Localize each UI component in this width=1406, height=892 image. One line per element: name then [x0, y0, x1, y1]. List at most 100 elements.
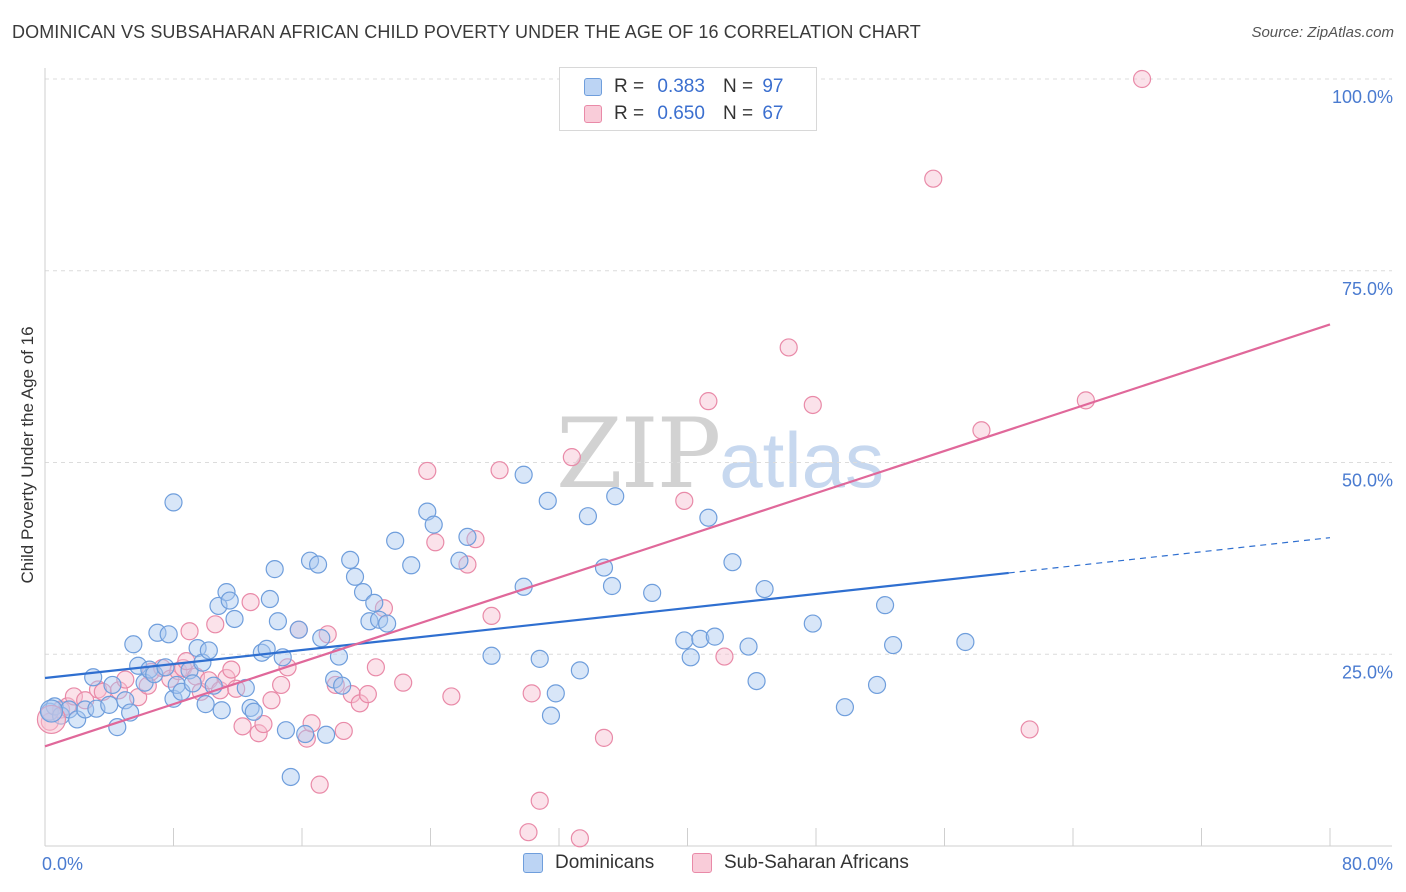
- dominican-point: [164, 493, 183, 512]
- dominican-point: [268, 612, 288, 631]
- subsaharan-point: [490, 461, 509, 480]
- subsaharan-point: [206, 615, 225, 634]
- source-label: Source: ZipAtlas.com: [1251, 24, 1394, 41]
- dominican-point: [402, 556, 421, 575]
- dominican-point: [570, 661, 589, 680]
- subsaharan-point: [442, 687, 461, 706]
- subsaharan-point: [570, 829, 589, 848]
- dominican-point: [835, 698, 855, 717]
- dominican-point: [538, 491, 557, 510]
- dominican-point: [450, 551, 469, 570]
- dominican-point: [159, 625, 178, 644]
- subsaharan-point: [394, 673, 413, 692]
- dominican-point: [530, 649, 549, 668]
- dominican-point: [378, 614, 397, 633]
- subsaharan-point: [519, 823, 538, 842]
- dominican-point: [260, 589, 279, 609]
- subsaharan-point: [1132, 69, 1152, 89]
- subsaharan-trendline: [44, 323, 1331, 748]
- dominican-point: [681, 648, 700, 667]
- dominican-point: [199, 641, 218, 660]
- dominican-point: [365, 593, 384, 612]
- dominican-point: [333, 676, 352, 695]
- subsaharan-point: [222, 660, 241, 679]
- series-label-subsaharan: Sub-Saharan Africans: [724, 852, 909, 873]
- subsaharan-point: [366, 658, 385, 677]
- watermark-atlas: atlas: [719, 416, 884, 504]
- dominican-point: [103, 675, 122, 695]
- subsaharan-point: [262, 691, 281, 710]
- dominican-point: [578, 507, 598, 526]
- dominican-point: [341, 550, 360, 570]
- subsaharan-point: [334, 721, 353, 741]
- dominican-trendline-extension: [1008, 537, 1331, 574]
- subsaharan-point: [715, 647, 734, 666]
- subsaharan-point: [358, 685, 377, 704]
- y-tick-label: 50.0%: [1342, 471, 1393, 491]
- dominican-point: [196, 695, 215, 714]
- subsaharan-point: [310, 775, 329, 794]
- dominican-point: [755, 579, 774, 599]
- dominican-trendline: [44, 571, 1009, 680]
- legend-row-dominicans: R = 0.383 N = 97: [584, 76, 783, 98]
- dominican-point: [100, 695, 119, 714]
- subsaharan-point: [803, 395, 822, 415]
- dominican-point: [424, 515, 443, 534]
- legend-r-label: R =: [614, 76, 645, 97]
- dominican-point: [386, 531, 405, 550]
- dominican-point: [312, 629, 331, 648]
- subsaharan-point: [779, 338, 798, 357]
- dominican-point: [183, 674, 202, 693]
- dominican-point: [956, 632, 975, 652]
- series-legend: Dominicans Sub-Saharan Africans: [0, 852, 1406, 878]
- subsaharan-point: [180, 622, 199, 641]
- dominican-point: [546, 684, 565, 703]
- subsaharan-point: [249, 724, 268, 743]
- dominican-point: [129, 656, 148, 675]
- dominican-point: [316, 725, 336, 744]
- subsaharan-point: [254, 714, 273, 734]
- dominican-point: [867, 675, 887, 695]
- dominican-point: [602, 576, 622, 596]
- legend-r-label: R =: [614, 103, 645, 124]
- subsaharan-point: [138, 676, 157, 695]
- dominican-point: [39, 699, 64, 723]
- dominican-point: [156, 658, 175, 677]
- dominican-point: [514, 465, 533, 484]
- series-legend-subsaharan: Sub-Saharan Africans: [692, 852, 909, 874]
- chart-title: DOMINICAN VS SUBSAHARAN AFRICAN CHILD PO…: [12, 22, 921, 42]
- correlation-legend: R = 0.383 N = 97 R = 0.650 N = 67: [559, 67, 817, 131]
- legend-r-value: 0.650: [657, 103, 705, 124]
- series-label-dominicans: Dominicans: [555, 852, 655, 873]
- dominican-point: [723, 553, 742, 572]
- y-tick-label: 75.0%: [1342, 279, 1393, 299]
- legend-r-value: 0.383: [657, 76, 705, 97]
- dominican-point: [220, 591, 239, 610]
- x-tick-label: 0.0%: [42, 854, 83, 874]
- subsaharan-point: [522, 684, 541, 703]
- subsaharan-point: [241, 592, 260, 612]
- dominican-point: [875, 596, 895, 615]
- subsaharan-point: [374, 599, 394, 618]
- dominican-point: [675, 631, 694, 650]
- series-legend-dominicans: Dominicans: [523, 852, 654, 874]
- subsaharan-point: [233, 717, 252, 736]
- dominican-point: [296, 724, 315, 744]
- dominican-point: [308, 555, 328, 574]
- legend-n-label: N =: [722, 76, 754, 97]
- dominican-point: [691, 629, 710, 649]
- subsaharan-point: [924, 169, 943, 188]
- dominican-point: [281, 767, 300, 787]
- subsaharan-point: [426, 533, 445, 552]
- x-tick-label: 80.0%: [1342, 854, 1393, 874]
- subsaharan-point: [699, 392, 718, 411]
- subsaharan-point: [1020, 720, 1039, 739]
- legend-swatch-blue: [584, 78, 602, 96]
- dominican-point: [212, 701, 231, 720]
- dominican-point: [225, 609, 244, 629]
- dominican-point: [739, 637, 758, 656]
- dominican-point: [345, 567, 365, 586]
- dominican-point: [124, 635, 143, 654]
- dominican-point: [188, 639, 207, 658]
- dominican-point: [209, 596, 228, 616]
